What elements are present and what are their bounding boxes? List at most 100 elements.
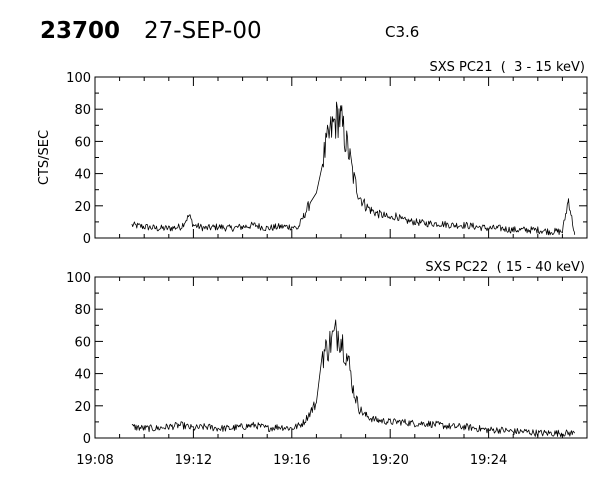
data-point [439,223,440,224]
data-point [334,334,335,335]
data-point [353,176,354,177]
data-point [365,205,366,206]
data-point [525,431,526,432]
panel-title: SXS PC21 ( 3 - 15 keV) [429,60,585,75]
data-point [340,120,341,121]
y-tick-label: 20 [74,400,91,415]
y-tick-label: 80 [74,103,91,118]
data-point [168,228,169,229]
y-tick-label: 0 [83,232,91,247]
data-point [279,226,280,227]
data-point [181,425,182,426]
data-point [181,226,182,227]
data-point [574,234,575,235]
data-point [513,229,514,230]
data-point [550,231,551,232]
data-point [279,426,280,427]
data-point [334,122,335,123]
data-point [338,115,339,116]
data-point [371,210,372,211]
data-point [562,433,563,434]
data-point [338,331,339,332]
data-point [156,428,157,429]
plot-frame [94,76,588,239]
data-point [291,428,292,429]
data-point [304,421,305,422]
panel-pc21: 0 20 40 60 80 100 SXS PC21 ( 3 - 15 keV) CTS/SE… [37,60,588,247]
data-point [463,426,464,427]
data-point [349,365,350,366]
data-point [513,431,514,432]
data-point [439,425,440,426]
data-point [205,426,206,427]
data-point [168,426,169,427]
data-point [326,144,327,145]
data-point [205,228,206,229]
data-point [488,429,489,430]
data-point [193,428,194,429]
data-point [230,428,231,429]
data-point [299,425,300,426]
data-point [304,215,305,216]
data-point [451,426,452,427]
data-point [349,154,350,155]
data-point [550,433,551,434]
x-tick-label: 19:20 [371,453,408,468]
y-tick-label: 40 [74,168,91,183]
y-tick-label: 0 [83,432,91,447]
y-tick-label: 20 [74,200,91,215]
x-tick-label: 19:08 [76,453,113,468]
data-point [217,428,218,429]
data-point [488,228,489,229]
data-point [316,402,317,403]
data-point [427,423,428,424]
x-tick-label: 19:16 [273,453,310,468]
data-point [297,228,298,229]
data-point [156,228,157,229]
y-tick-label: 60 [74,135,91,150]
x-tick-label: 19:12 [175,453,212,468]
data-point [131,426,132,427]
data-point [377,420,378,421]
data-point [451,225,452,226]
data-point [371,418,372,419]
data-point [242,226,243,227]
panel-title: SXS PC22 ( 15 - 40 keV) [425,260,585,275]
event-date: 27-SEP-00 [144,18,262,44]
data-point [242,426,243,427]
data-point [396,215,397,216]
data-point [414,423,415,424]
data-point [402,421,403,422]
data-point [377,213,378,214]
data-point [189,215,190,216]
y-tick-label: 40 [74,368,91,383]
data-point [316,192,317,193]
data-point [574,433,575,434]
data-point [500,429,501,430]
y-tick-label: 80 [74,303,91,318]
y-tick-label: 100 [66,271,91,286]
series-line [131,101,576,236]
data-point [353,389,354,390]
data-point [322,354,323,355]
data-point [340,338,341,339]
flare-class: C3.6 [385,23,420,41]
data-point [267,428,268,429]
data-point [144,428,145,429]
data-point [390,218,391,219]
data-point [254,425,255,426]
data-point [326,349,327,350]
data-point [427,223,428,224]
data-point [359,408,360,409]
data-point [345,138,346,139]
data-point [390,421,391,422]
data-point [230,228,231,229]
plot-frame [94,276,588,439]
data-point [291,226,292,227]
data-point [384,215,385,216]
data-point [345,349,346,350]
x-tick-label: 19:24 [470,453,507,468]
data-point [476,226,477,227]
